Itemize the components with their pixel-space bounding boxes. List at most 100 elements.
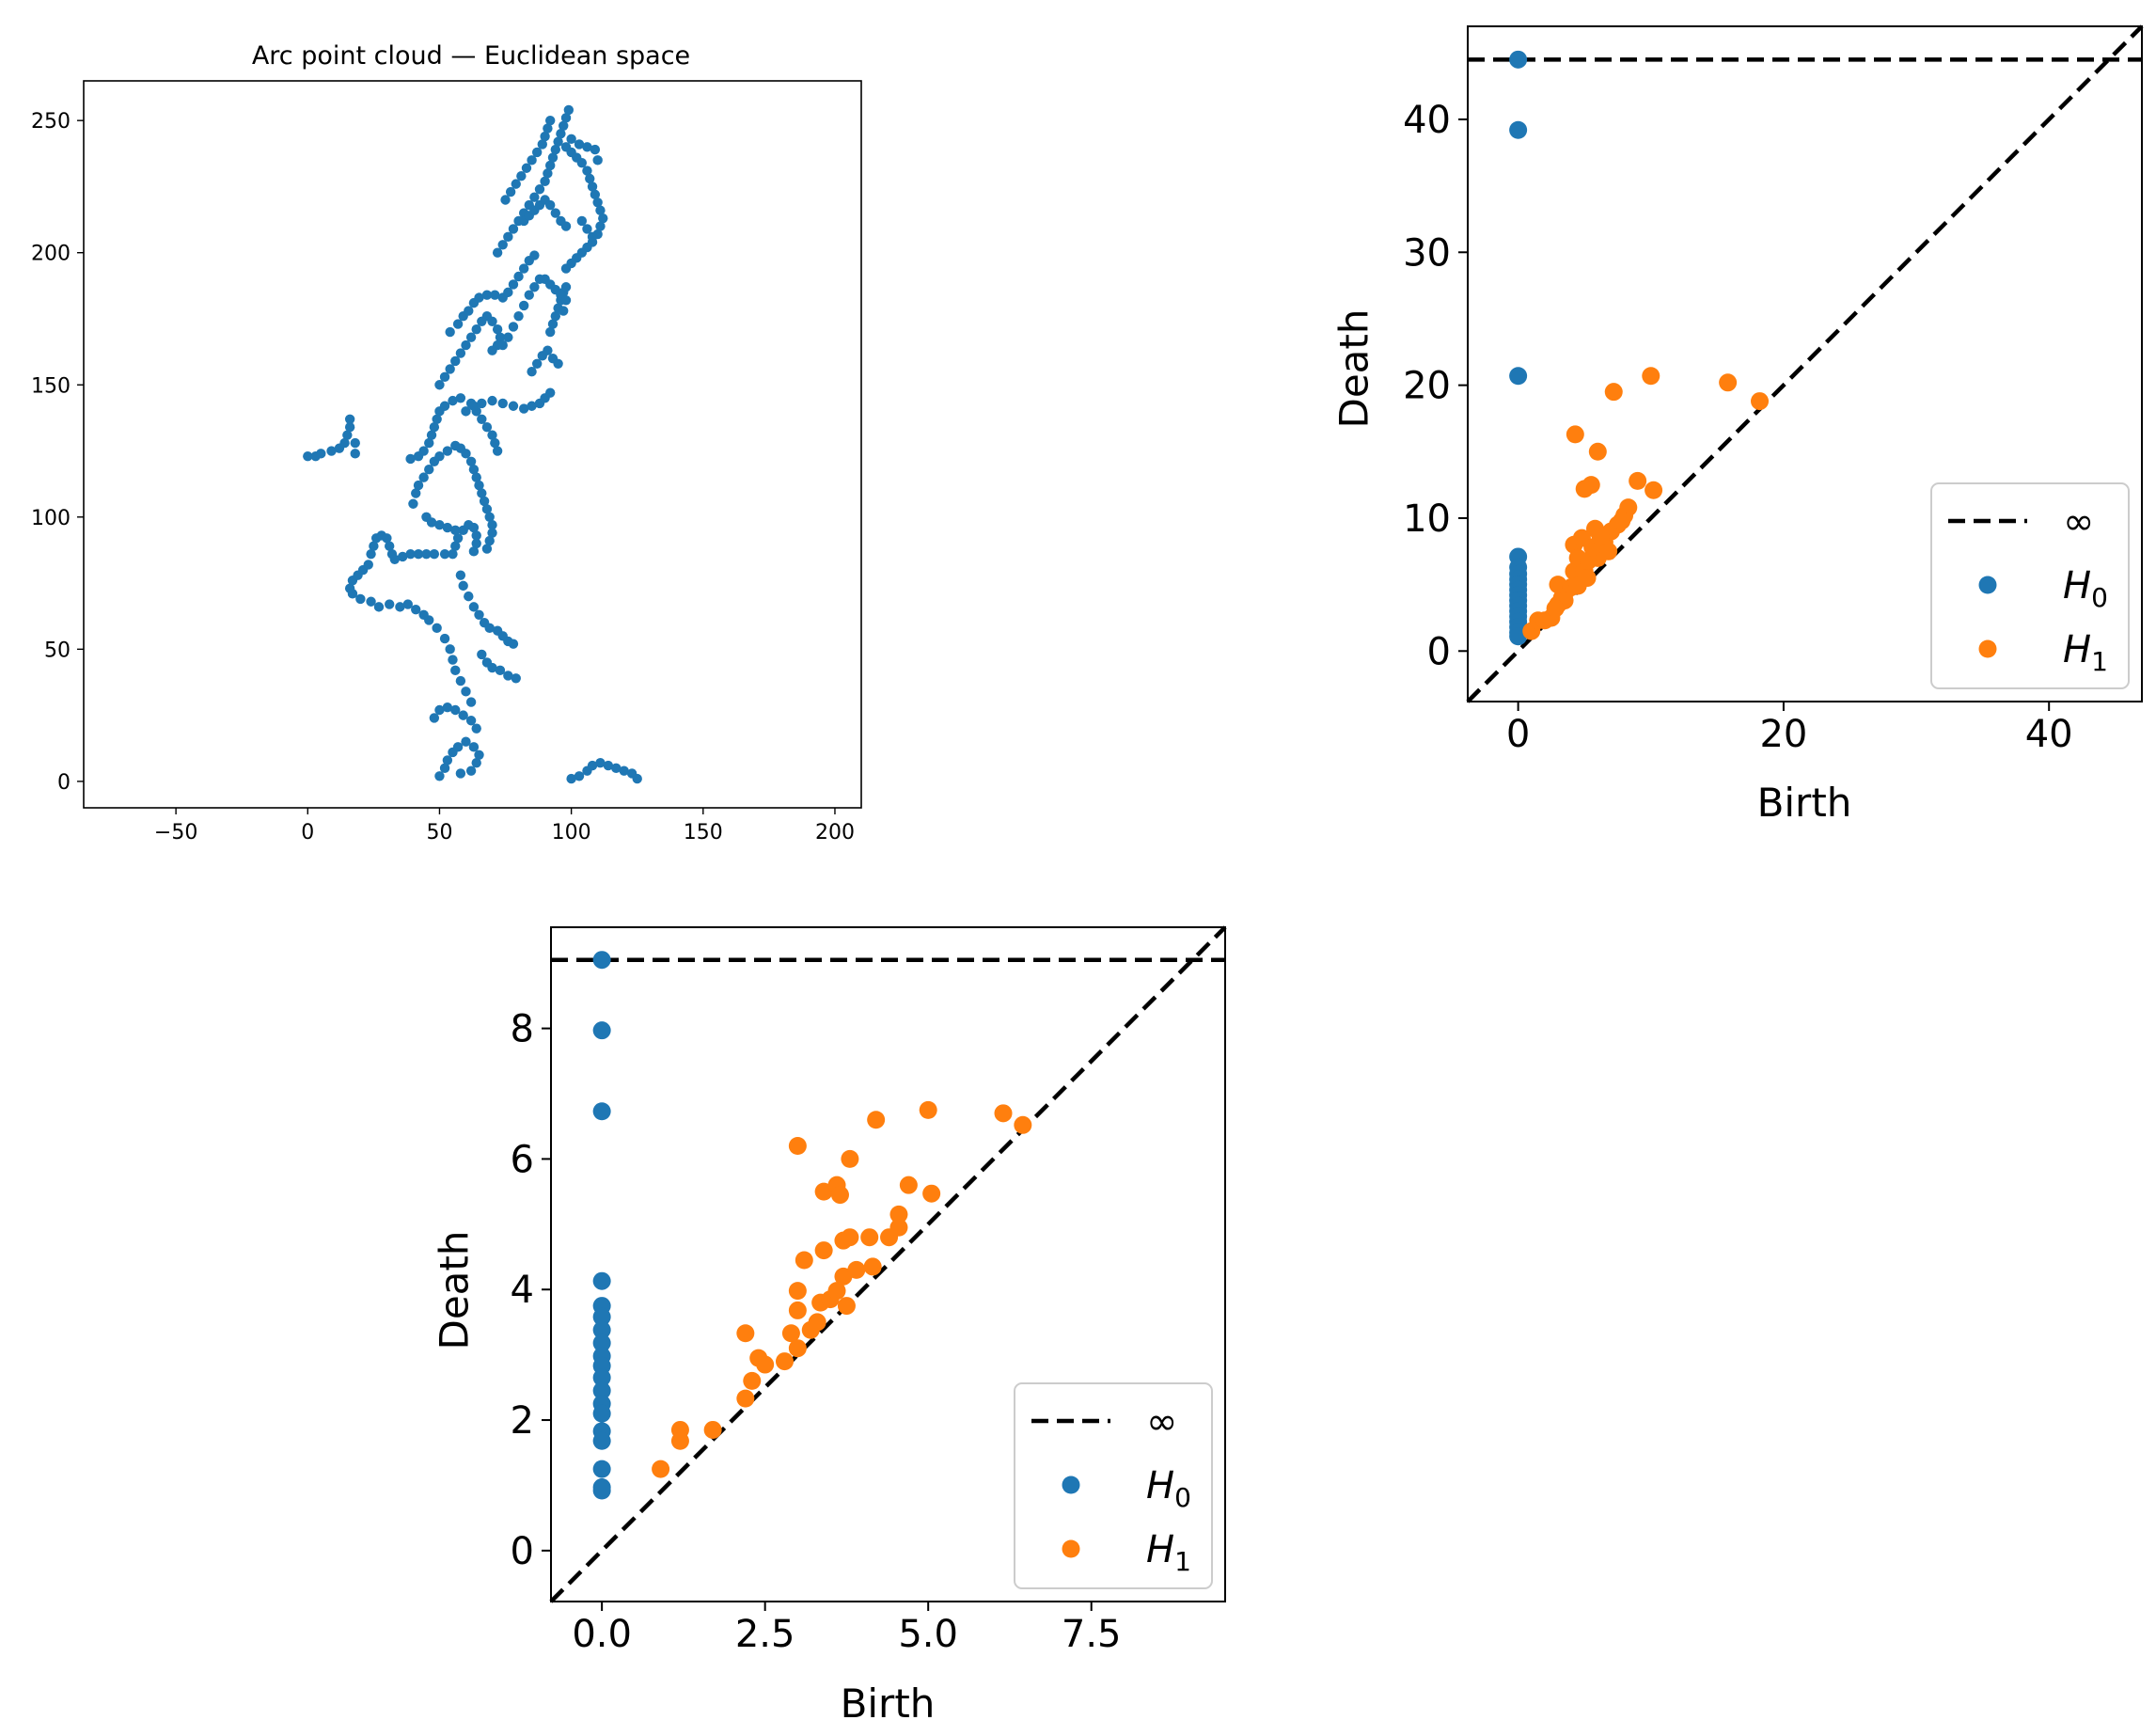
- h1-point: [781, 1324, 800, 1343]
- cloud-point: [487, 395, 497, 406]
- cloud-point: [490, 437, 500, 449]
- cloud-point: [513, 271, 524, 282]
- cloud-point: [434, 380, 445, 390]
- y-tick-label: 2: [511, 1399, 534, 1443]
- y-tick-label: 0: [57, 771, 71, 795]
- pd1-y-label: Death: [1331, 308, 1377, 428]
- cloud-point: [619, 765, 629, 776]
- cloud-point: [559, 306, 569, 316]
- cloud-point: [369, 541, 379, 551]
- cloud-point: [434, 771, 445, 781]
- cloud-point: [442, 702, 453, 713]
- cloud-point: [553, 358, 563, 369]
- cloud-point: [495, 332, 506, 342]
- cloud-point: [576, 157, 588, 168]
- cloud-point: [429, 713, 440, 723]
- x-tick-label: 0: [1506, 713, 1530, 756]
- cloud-point: [559, 120, 569, 131]
- cloud-point: [484, 535, 495, 546]
- cloud-point: [545, 387, 556, 398]
- cloud-point: [511, 673, 521, 684]
- cloud-point: [492, 446, 503, 456]
- cloud-point: [550, 144, 561, 155]
- cloud-point: [411, 488, 421, 498]
- cloud-point: [442, 522, 453, 533]
- y-tick-label: 100: [31, 507, 71, 530]
- cloud-point: [540, 176, 550, 187]
- cloud-point: [350, 449, 360, 459]
- cloud-point: [590, 189, 601, 200]
- cloud-point: [487, 345, 497, 355]
- cloud-point: [550, 310, 561, 322]
- cloud-point: [468, 522, 480, 533]
- cloud-point: [518, 263, 529, 274]
- cloud-point: [424, 437, 434, 449]
- cloud-point: [461, 449, 471, 459]
- h1-point: [808, 1313, 826, 1332]
- cloud-point: [543, 123, 553, 134]
- cloud-point: [477, 488, 487, 498]
- h1-point: [1599, 542, 1618, 560]
- h1-point: [889, 1205, 908, 1223]
- h1-point: [1645, 481, 1663, 499]
- x-tick-label: −50: [154, 821, 197, 844]
- cloud-point: [461, 406, 471, 417]
- cloud-point: [495, 665, 506, 676]
- pd2-x-label: Birth: [841, 1681, 936, 1727]
- cloud-point: [508, 401, 519, 411]
- cloud-point: [560, 295, 572, 306]
- cloud-point: [468, 401, 480, 411]
- cloud-point: [398, 551, 408, 562]
- h1-point: [814, 1241, 833, 1260]
- cloud-point: [344, 583, 355, 593]
- cloud-point: [560, 113, 572, 123]
- pd2-legend: ∞ H0 H1: [1014, 1382, 1213, 1589]
- h0-point: [592, 1307, 611, 1326]
- cloud-point: [508, 224, 519, 234]
- cloud-point: [531, 358, 543, 369]
- h1-point: [841, 1228, 859, 1247]
- h1-point: [922, 1184, 941, 1203]
- cloud-point: [442, 755, 453, 765]
- cloud-point: [534, 184, 545, 195]
- h0-point: [592, 1431, 611, 1450]
- cloud-point: [592, 197, 603, 208]
- x-tick-label: 200: [815, 821, 855, 844]
- h1-point: [860, 1228, 879, 1247]
- cloud-point: [550, 208, 561, 218]
- point-cloud-panel: Arc point cloud — Euclidean space −50 0 50…: [31, 41, 862, 844]
- cloud-point: [326, 446, 337, 456]
- cloud-point: [445, 644, 455, 655]
- cloud-point: [481, 290, 493, 300]
- cloud-point: [471, 472, 481, 482]
- x-tick-label: 5.0: [898, 1613, 958, 1656]
- cloud-point: [461, 736, 471, 747]
- cloud-point: [503, 287, 513, 298]
- cloud-point: [434, 704, 445, 716]
- cloud-point: [484, 623, 495, 634]
- cloud-point: [582, 142, 592, 152]
- cloud-point: [452, 742, 464, 752]
- cloud-point: [474, 292, 484, 303]
- cloud-point: [429, 548, 440, 560]
- cloud-point: [432, 414, 442, 424]
- cloud-point: [405, 453, 416, 465]
- cloud-point: [450, 665, 461, 676]
- cloud-point: [344, 422, 355, 433]
- cloud-point: [450, 355, 461, 367]
- cloud-point: [448, 655, 458, 665]
- cloud-point: [382, 533, 392, 544]
- cloud-point: [471, 324, 481, 335]
- cloud-point: [384, 541, 395, 551]
- cloud-point: [439, 633, 450, 644]
- legend-box: [1014, 1382, 1213, 1589]
- cloud-point: [503, 231, 513, 243]
- cloud-point: [632, 773, 642, 784]
- cloud-point: [529, 192, 540, 202]
- h1-point: [736, 1389, 755, 1408]
- h1-point: [1575, 480, 1594, 498]
- h0-point: [1509, 367, 1528, 386]
- h1-point: [867, 1111, 886, 1129]
- cloud-point: [487, 528, 497, 538]
- cloud-point: [458, 710, 468, 720]
